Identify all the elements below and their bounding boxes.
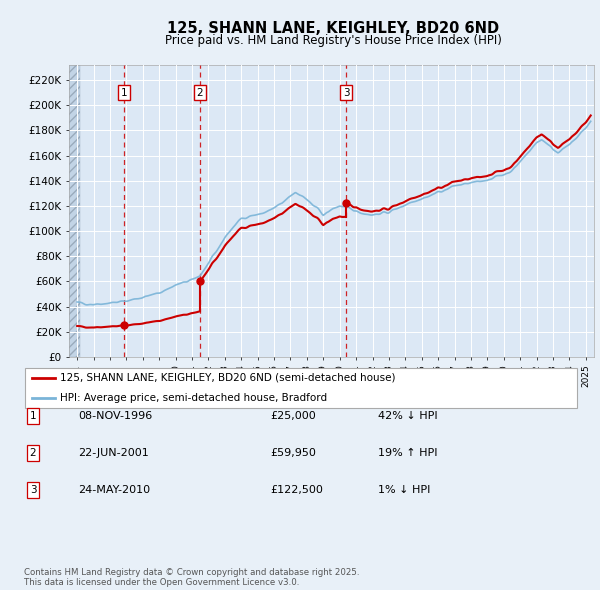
Text: 1: 1	[29, 411, 37, 421]
Text: 3: 3	[343, 88, 349, 97]
Text: 3: 3	[29, 486, 37, 495]
Text: 19% ↑ HPI: 19% ↑ HPI	[378, 448, 437, 458]
Text: 2: 2	[29, 448, 37, 458]
Text: 1: 1	[121, 88, 127, 97]
Text: 125, SHANN LANE, KEIGHLEY, BD20 6ND: 125, SHANN LANE, KEIGHLEY, BD20 6ND	[167, 21, 499, 35]
Text: £25,000: £25,000	[270, 411, 316, 421]
Text: £59,950: £59,950	[270, 448, 316, 458]
Text: 24-MAY-2010: 24-MAY-2010	[78, 486, 150, 495]
Text: Contains HM Land Registry data © Crown copyright and database right 2025.
This d: Contains HM Land Registry data © Crown c…	[24, 568, 359, 587]
Text: 2: 2	[196, 88, 203, 97]
Text: 08-NOV-1996: 08-NOV-1996	[78, 411, 152, 421]
Text: HPI: Average price, semi-detached house, Bradford: HPI: Average price, semi-detached house,…	[60, 393, 327, 403]
Text: £122,500: £122,500	[270, 486, 323, 495]
Text: Price paid vs. HM Land Registry's House Price Index (HPI): Price paid vs. HM Land Registry's House …	[164, 34, 502, 47]
Text: 42% ↓ HPI: 42% ↓ HPI	[378, 411, 437, 421]
Text: 22-JUN-2001: 22-JUN-2001	[78, 448, 149, 458]
Bar	[69, 65, 80, 357]
FancyBboxPatch shape	[25, 368, 577, 408]
Text: 125, SHANN LANE, KEIGHLEY, BD20 6ND (semi-detached house): 125, SHANN LANE, KEIGHLEY, BD20 6ND (sem…	[60, 373, 395, 383]
Text: 1% ↓ HPI: 1% ↓ HPI	[378, 486, 430, 495]
